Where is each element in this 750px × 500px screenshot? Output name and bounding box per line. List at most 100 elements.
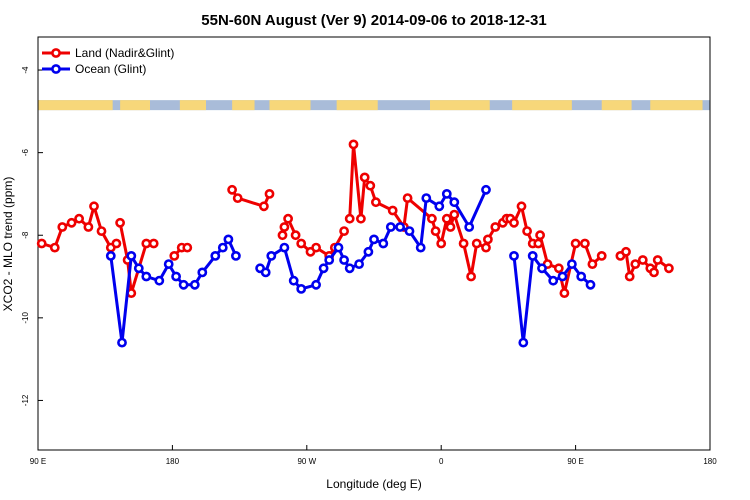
y-tick-label: -6	[21, 149, 30, 157]
data-point	[283, 213, 293, 224]
data-point	[587, 259, 598, 269]
data-point	[197, 267, 208, 278]
data-point	[354, 259, 364, 269]
data-point	[266, 250, 277, 261]
data-point	[537, 263, 547, 274]
data-point	[567, 259, 577, 269]
data-point	[260, 267, 271, 278]
data-point	[402, 193, 413, 203]
series-land	[36, 139, 674, 298]
series-line	[41, 204, 118, 250]
data-point	[339, 226, 349, 236]
data-point	[533, 238, 544, 249]
data-point	[264, 188, 275, 199]
data-point	[210, 250, 221, 261]
data-point	[637, 255, 648, 265]
legend-land-marker	[51, 48, 61, 58]
data-point	[518, 337, 529, 348]
data-point	[649, 267, 659, 278]
legend-ocean-marker	[51, 64, 61, 74]
data-point	[344, 263, 355, 274]
data-point	[279, 222, 290, 232]
data-point	[115, 217, 125, 228]
data-point	[318, 263, 329, 274]
data-point	[344, 213, 355, 224]
x-axis: 90 E 180 90 W 0 90 E 180	[30, 445, 717, 466]
legend-land-label: Land (Nadir&Glint)	[75, 46, 174, 60]
data-point	[311, 242, 321, 253]
map-land-block	[601, 100, 632, 111]
map-land-block	[269, 100, 311, 111]
map-land-block	[120, 100, 150, 111]
map-land-block	[232, 100, 255, 111]
data-point	[652, 255, 663, 265]
data-point	[535, 230, 545, 241]
data-point	[664, 263, 674, 274]
series-ocean	[105, 184, 596, 348]
data-point	[217, 242, 228, 253]
data-point	[57, 222, 68, 232]
y-tick-label: -10	[21, 312, 30, 324]
map-land-block	[38, 100, 113, 111]
world-map-strip	[38, 100, 710, 111]
data-point	[279, 242, 290, 253]
x-tick-label: 90 W	[297, 457, 316, 466]
data-point	[436, 238, 447, 249]
data-point	[178, 279, 189, 290]
data-point	[441, 213, 452, 224]
data-point	[141, 271, 152, 282]
x-tick-label: 90 E	[567, 457, 583, 466]
series-line	[512, 254, 592, 345]
data-point	[553, 263, 564, 274]
data-point	[359, 172, 370, 183]
data-point	[171, 271, 181, 282]
data-point	[580, 238, 590, 249]
data-point	[482, 234, 493, 245]
map-land-block	[336, 100, 378, 111]
data-point	[509, 217, 519, 228]
data-point	[324, 255, 335, 265]
y-tick-label: -8	[21, 231, 30, 239]
data-point	[624, 271, 635, 282]
data-point	[415, 242, 426, 253]
data-point	[430, 226, 441, 236]
data-point	[83, 222, 94, 232]
data-point	[96, 226, 107, 236]
y-axis-label: XCO2 - MLO trend (ppm)	[1, 177, 15, 312]
data-point	[148, 238, 159, 249]
data-point	[290, 230, 301, 241]
data-point	[449, 209, 460, 220]
data-point	[481, 184, 491, 195]
data-point	[36, 238, 47, 249]
data-point	[434, 201, 445, 212]
data-point	[466, 271, 476, 282]
data-point	[445, 222, 456, 232]
data-point	[223, 234, 234, 245]
data-point	[296, 238, 307, 249]
data-point	[441, 188, 452, 199]
data-point	[258, 201, 269, 212]
map-land-block	[430, 100, 490, 111]
y-axis: -4 -6 -8 -10 -12	[21, 66, 43, 406]
data-point	[387, 205, 398, 216]
data-point	[277, 230, 288, 241]
y-tick-label: -4	[21, 66, 30, 74]
data-point	[421, 193, 432, 203]
data-point	[527, 250, 538, 261]
data-point	[117, 337, 127, 348]
data-point	[230, 250, 241, 261]
data-point	[458, 238, 469, 249]
data-point	[630, 259, 641, 269]
data-point	[189, 279, 200, 290]
data-point	[169, 250, 180, 261]
data-point	[369, 234, 379, 245]
data-point	[355, 213, 366, 224]
data-point	[74, 213, 84, 224]
x-tick-label: 0	[439, 457, 444, 466]
x-tick-label: 180	[703, 457, 717, 466]
x-tick-label: 90 E	[30, 457, 46, 466]
x-tick-label: 180	[166, 457, 180, 466]
legend-ocean-label: Ocean (Glint)	[75, 62, 146, 76]
data-point	[404, 226, 415, 236]
